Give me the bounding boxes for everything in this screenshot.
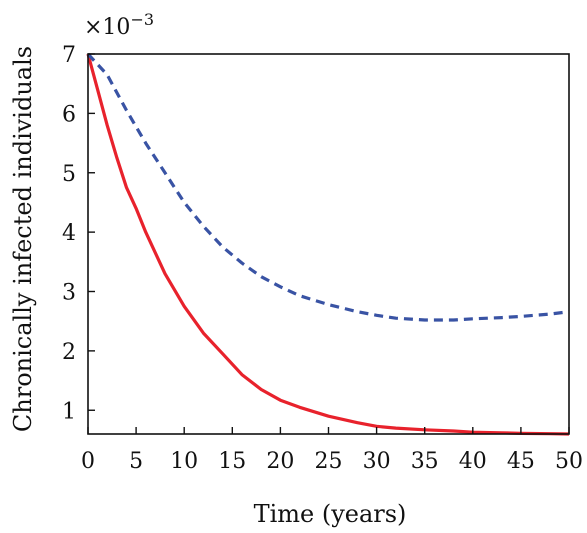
x-tick-label: 30 xyxy=(363,449,391,474)
x-tick-label: 10 xyxy=(170,449,198,474)
x-axis: 0 5 10 15 20 25 30 35 40 45 50 xyxy=(81,427,583,474)
x-tick-label: 40 xyxy=(459,449,487,474)
y-axis-multiplier: ×10−3 xyxy=(84,10,154,40)
x-tick-label: 0 xyxy=(81,449,95,474)
x-tick-label: 20 xyxy=(266,449,294,474)
plot-area-frame xyxy=(87,53,570,435)
x-tick-label: 50 xyxy=(555,449,583,474)
y-tick-label: 6 xyxy=(62,102,76,127)
x-tick-label: 5 xyxy=(129,449,143,474)
x-axis-label: Time (years) xyxy=(254,500,407,528)
y-tick-label: 4 xyxy=(62,221,76,246)
x-tick-label: 45 xyxy=(507,449,535,474)
y-tick-label: 3 xyxy=(62,281,76,306)
series-layer xyxy=(86,52,570,436)
y-axis: 1 2 3 4 5 6 7 xyxy=(62,43,95,424)
series-line-1 xyxy=(86,53,570,436)
x-tick-label: 35 xyxy=(411,449,439,474)
y-tick-label: 7 xyxy=(62,43,76,68)
x-tick-label: 25 xyxy=(315,449,343,474)
x-tick-label: 15 xyxy=(218,449,246,474)
y-axis-multiplier-base: ×10 xyxy=(84,15,130,40)
y-axis-label: Chronically infected individuals xyxy=(9,46,37,432)
y-tick-label: 1 xyxy=(62,399,76,424)
y-tick-label: 5 xyxy=(62,162,76,187)
y-tick-label: 2 xyxy=(62,340,76,365)
series-line-2 xyxy=(86,52,570,322)
y-axis-multiplier-exponent: −3 xyxy=(130,10,154,29)
